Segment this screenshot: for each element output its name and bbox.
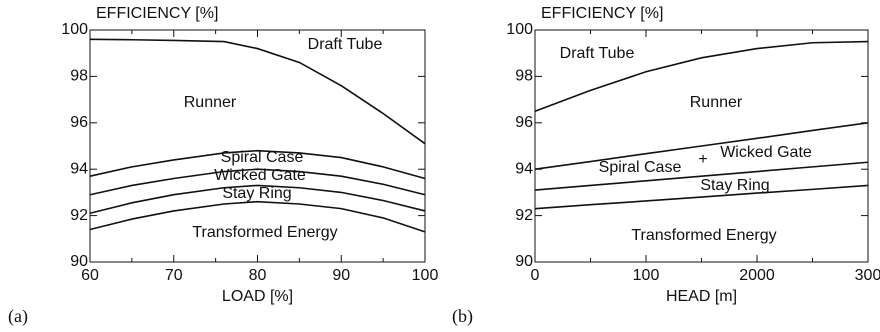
region-label: Transformed Energy — [192, 224, 337, 241]
region-label: Runner — [690, 94, 743, 111]
line-series — [534, 161, 869, 191]
x-tick-label: 70 — [165, 267, 183, 284]
region-label: Transformed Energy — [631, 227, 776, 244]
x-tick-label: 100 — [412, 267, 439, 284]
region-label: Spiral Case — [599, 159, 682, 176]
region-label: Runner — [184, 94, 237, 111]
region-label: Spiral Case — [221, 149, 304, 166]
y-tick-label: 100 — [61, 21, 88, 38]
line-series — [534, 184, 869, 210]
region-label: Wicked Gate — [214, 167, 306, 184]
region-label: Draft Tube — [308, 36, 383, 53]
line-series — [89, 149, 426, 180]
y-tick-label: 96 — [515, 114, 533, 131]
region-label: Draft Tube — [560, 45, 635, 62]
y-tick-label: 94 — [70, 160, 88, 177]
region-label: + — [698, 151, 707, 168]
y-tick-label: 98 — [70, 68, 88, 85]
region-label: Wicked Gate — [720, 144, 812, 161]
x-tick-label: 100 — [633, 267, 660, 284]
y-tick-label: 90 — [70, 253, 88, 270]
y-tick-label: 98 — [515, 68, 533, 85]
region-label: Stay Ring — [700, 177, 769, 194]
y-tick-label: 94 — [515, 160, 533, 177]
y-axis-title: EFFICIENCY [%] — [541, 5, 663, 22]
x-tick-label: 300 — [855, 267, 880, 284]
line-series — [534, 40, 869, 112]
x-tick-label: 60 — [81, 267, 99, 284]
y-tick-label: 100 — [506, 21, 533, 38]
line-series — [89, 168, 426, 196]
y-tick-label: 96 — [70, 114, 88, 131]
x-tick-label: 80 — [249, 267, 267, 284]
panel-label: (b) — [452, 306, 473, 327]
x-tick-label: 90 — [332, 267, 350, 284]
line-series — [89, 200, 426, 233]
x-axis-title: HEAD [m] — [666, 288, 737, 305]
line-series — [89, 184, 426, 215]
y-tick-label: 92 — [515, 207, 533, 224]
region-label: Stay Ring — [222, 185, 291, 202]
panel-label: (a) — [8, 306, 28, 327]
x-tick-label: 2000 — [739, 267, 775, 284]
y-tick-label: 92 — [70, 207, 88, 224]
line-series — [89, 38, 426, 145]
line-series — [534, 122, 869, 170]
x-axis-title: LOAD [%] — [222, 288, 293, 305]
x-tick-label: 0 — [531, 267, 540, 284]
y-tick-label: 90 — [515, 253, 533, 270]
y-axis-title: EFFICIENCY [%] — [96, 5, 218, 22]
